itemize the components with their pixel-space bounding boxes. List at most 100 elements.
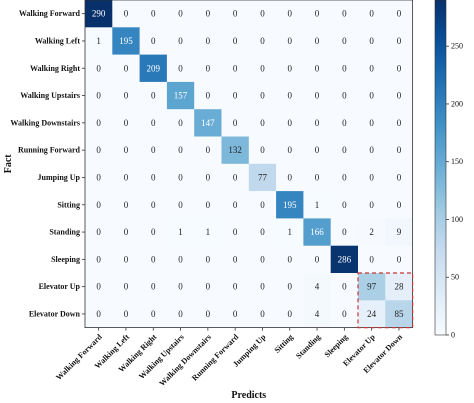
- heatmap-cell: [221, 300, 250, 329]
- heatmap-cell: [139, 54, 168, 83]
- cell-value-label: 0: [315, 91, 320, 101]
- heatmap-cell: [330, 136, 359, 165]
- y-tick-label: Standing: [49, 228, 80, 237]
- heatmap-cell: [330, 81, 359, 110]
- heatmap-cell: [330, 245, 359, 274]
- cell-value-label: 0: [96, 200, 101, 210]
- heatmap-cell: [385, 54, 414, 83]
- cell-value-label: 0: [260, 200, 265, 210]
- cell-value-label: 0: [342, 309, 347, 319]
- heatmap-cell: [248, 245, 277, 274]
- heatmap-cell: [85, 163, 113, 192]
- cell-value-label: 166: [310, 227, 324, 237]
- cell-value-label: 0: [369, 118, 374, 128]
- cell-value-label: 0: [124, 145, 129, 155]
- cell-value-label: 0: [178, 145, 183, 155]
- heatmap-cell: [303, 218, 332, 247]
- y-tick-label: Walking Forward: [19, 9, 81, 18]
- heatmap-cell: [358, 273, 386, 301]
- cell-value-label: 0: [233, 227, 238, 237]
- cell-value-label: 132: [228, 145, 242, 155]
- heatmap-cell: [166, 81, 195, 110]
- heatmap-cell: [358, 163, 386, 192]
- cell-value-label: 0: [124, 309, 129, 319]
- y-tick-label: Walking Downstairs: [10, 118, 80, 127]
- heatmap-cell: [303, 136, 332, 165]
- cell-value-label: 0: [233, 9, 238, 19]
- cell-value-label: 195: [283, 200, 297, 210]
- cell-value-label: 0: [288, 118, 293, 128]
- y-tick-label: Sitting: [57, 200, 80, 209]
- heatmap-cell: [139, 191, 168, 219]
- heatmap-cell: [248, 273, 277, 301]
- heatmap-cell: [358, 300, 386, 329]
- cell-value-label: 1: [288, 227, 293, 237]
- heatmap-cell: [303, 54, 332, 83]
- cell-value-label: 4: [315, 309, 320, 319]
- cell-value-label: 0: [124, 9, 129, 19]
- cell-value-label: 0: [151, 91, 156, 101]
- heatmap-cell: [166, 27, 195, 56]
- cell-value-label: 0: [315, 63, 320, 73]
- cell-value-label: 0: [233, 254, 238, 264]
- heatmap-cell: [276, 81, 304, 110]
- heatmap-cell: [358, 136, 386, 165]
- cell-value-label: 286: [338, 254, 352, 264]
- cell-value-label: 0: [233, 118, 238, 128]
- heatmap-cell: [221, 273, 250, 301]
- cell-value-label: 28: [394, 282, 404, 292]
- cell-value-label: 0: [96, 254, 101, 264]
- y-axis-label: Fact: [3, 154, 14, 174]
- cell-value-label: 0: [96, 63, 101, 73]
- heatmap-cell: [358, 218, 386, 247]
- cell-value-label: 0: [315, 9, 320, 19]
- cell-value-label: 1: [315, 200, 320, 210]
- heatmap-cell: [221, 245, 250, 274]
- cell-value-label: 85: [394, 309, 404, 319]
- cell-value-label: 0: [178, 118, 183, 128]
- heatmap-cell: [221, 27, 250, 56]
- heatmap-cell: [139, 163, 168, 192]
- heatmap-cell: [248, 81, 277, 110]
- heatmap-cell: [303, 191, 332, 219]
- y-tick-label: Jumping Up: [38, 173, 81, 182]
- cell-value-label: 0: [315, 36, 320, 46]
- cell-value-label: 0: [124, 282, 129, 292]
- heatmap-cell: [85, 109, 113, 137]
- y-tick-label: Running Forward: [18, 146, 81, 155]
- cell-value-label: 0: [288, 145, 293, 155]
- cell-value-label: 0: [178, 36, 183, 46]
- cell-value-label: 0: [342, 200, 347, 210]
- cell-value-label: 0: [124, 172, 129, 182]
- heatmap-cell: [276, 218, 304, 247]
- heatmap-cell: [139, 81, 168, 110]
- cell-value-label: 0: [96, 282, 101, 292]
- cell-value-label: 0: [342, 63, 347, 73]
- cell-value-label: 0: [397, 145, 402, 155]
- cell-value-label: 0: [206, 172, 211, 182]
- heatmap-cell: [248, 109, 277, 137]
- x-tick-label: Walking Forward: [54, 332, 104, 382]
- cell-value-label: 0: [206, 91, 211, 101]
- heatmap-cell: [303, 27, 332, 56]
- cell-value-label: 290: [92, 9, 106, 19]
- colorbar-tick-label: 200: [451, 99, 463, 108]
- heatmap-cell: [221, 163, 250, 192]
- heatmap-cell: [194, 163, 222, 192]
- heatmap-cell: [248, 136, 277, 165]
- heatmap-cell: [221, 191, 250, 219]
- cell-value-label: 0: [178, 309, 183, 319]
- cell-value-label: 0: [96, 118, 101, 128]
- x-tick-label: Standing: [294, 332, 322, 360]
- cell-value-label: 0: [206, 309, 211, 319]
- cell-value-label: 0: [342, 172, 347, 182]
- cell-value-label: 0: [124, 200, 129, 210]
- heatmap-cell: [385, 191, 414, 219]
- heatmap-cell: [276, 300, 304, 329]
- cell-value-label: 0: [260, 63, 265, 73]
- cell-value-label: 0: [342, 145, 347, 155]
- heatmap-cell: [112, 109, 141, 137]
- cell-value-label: 147: [201, 118, 215, 128]
- cell-value-label: 0: [369, 63, 374, 73]
- cell-value-label: 0: [369, 36, 374, 46]
